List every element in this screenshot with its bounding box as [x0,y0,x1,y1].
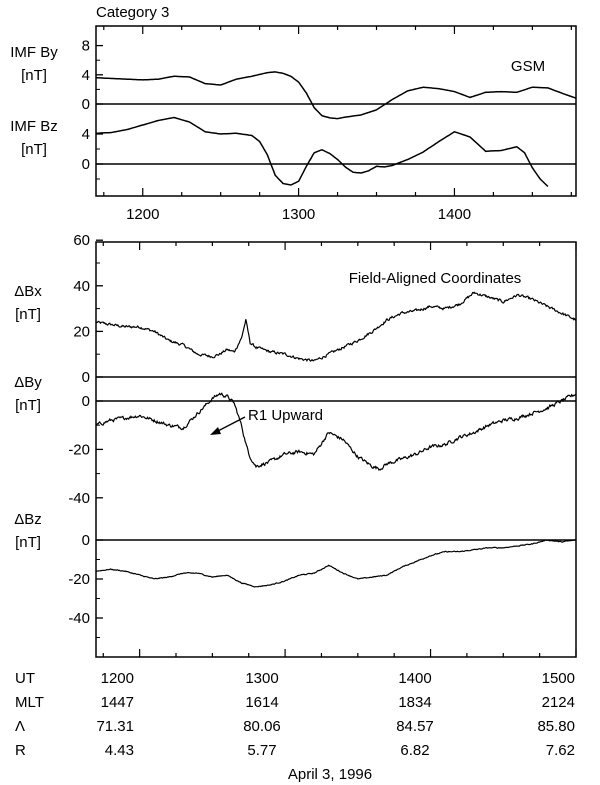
ephemeris-cell: 1300 [245,670,278,687]
imf-panel-frame [95,25,577,197]
dby-series-line [96,392,576,471]
dbx-y-tick-label: 20 [73,323,90,340]
ephemeris-cell: 71.31 [96,718,134,735]
ephemeris-cell: 1447 [101,694,134,711]
ephemeris-cell: 80.06 [243,718,281,735]
ephemeris-row-label: MLT [15,694,44,711]
imf-plot-group: 0 4 8 0 4 1200 1300 1400 [82,26,577,223]
ephemeris-cell: 5.77 [247,742,276,759]
dbx-y-tick-label: 40 [73,278,90,295]
field-plot-group: 0 20 40 60 -40 -20 0 -40 -20 0 [68,232,577,657]
dbx-y-tick-label: 60 [73,232,90,249]
ephemeris-cell: 1200 [101,670,134,687]
dbz-y-tick-label: -40 [68,610,90,627]
imf-y-tick-label: 8 [82,38,90,55]
dby-label: ΔBy [14,374,42,391]
ephemeris-cell: 1834 [398,694,431,711]
dbz-unit: [nT] [15,534,41,551]
imf-by-series-line [95,71,577,120]
dbz-series-line [95,539,577,588]
gsm-annotation: GSM [511,58,545,75]
date-label: April 3, 1996 [288,766,372,783]
page-title: Category 3 [96,4,169,21]
dby-y-tick-label: -40 [68,490,90,507]
dbx-unit: [nT] [15,306,41,323]
dbx-series-line [95,291,577,363]
imf-by-label: IMF By [10,44,58,61]
field-panel-frame [95,241,577,658]
imf-y-tick-label: 0 [82,96,90,113]
imf-x-tick-label: 1400 [438,206,471,223]
ephemeris-cell: 1400 [398,670,431,687]
imf-y-tick-label: 0 [82,156,90,173]
imf-y-tick-label: 4 [82,67,90,84]
ephemeris-cell: 2124 [542,694,575,711]
ephemeris-row-label: UT [15,670,35,687]
imf-y-tick-label: 4 [82,126,90,143]
dbx-label: ΔBx [14,283,42,300]
imf-x-tick-label: 1200 [126,206,159,223]
ephemeris-cell: 1614 [245,694,278,711]
dby-y-tick-label: -20 [68,441,90,458]
ephemeris-table: UT 1200 1300 1400 1500 MLT 1447 1614 1834 2124 Λ 71… [15,670,575,759]
ephemeris-row-label: R [15,742,26,759]
ephemeris-cell: 7.62 [546,742,575,759]
dbz-label: ΔBz [14,511,42,528]
ephemeris-cell: 1500 [542,670,575,687]
dbx-y-tick-label: 0 [82,369,90,386]
dbz-y-tick-label: -20 [68,571,90,588]
imf-bz-label: IMF Bz [10,118,58,135]
r1-arrow [210,416,246,435]
dby-unit: [nT] [15,397,41,414]
ephemeris-row-label: Λ [15,718,25,735]
imf-bz-series-line [95,116,549,188]
field-aligned-annotation: Field-Aligned Coordinates [349,270,522,287]
ephemeris-cell: 84.57 [396,718,434,735]
ephemeris-cell: 6.82 [400,742,429,759]
imf-by-unit: [nT] [21,67,47,84]
imf-bz-unit: [nT] [21,141,47,158]
ephemeris-cell: 85.80 [537,718,575,735]
r1-upward-annotation: R1 Upward [248,407,323,424]
ephemeris-cell: 4.43 [105,742,134,759]
dby-y-tick-label: 0 [82,393,90,410]
dbz-y-tick-label: 0 [82,532,90,549]
imf-x-tick-label: 1300 [282,206,315,223]
